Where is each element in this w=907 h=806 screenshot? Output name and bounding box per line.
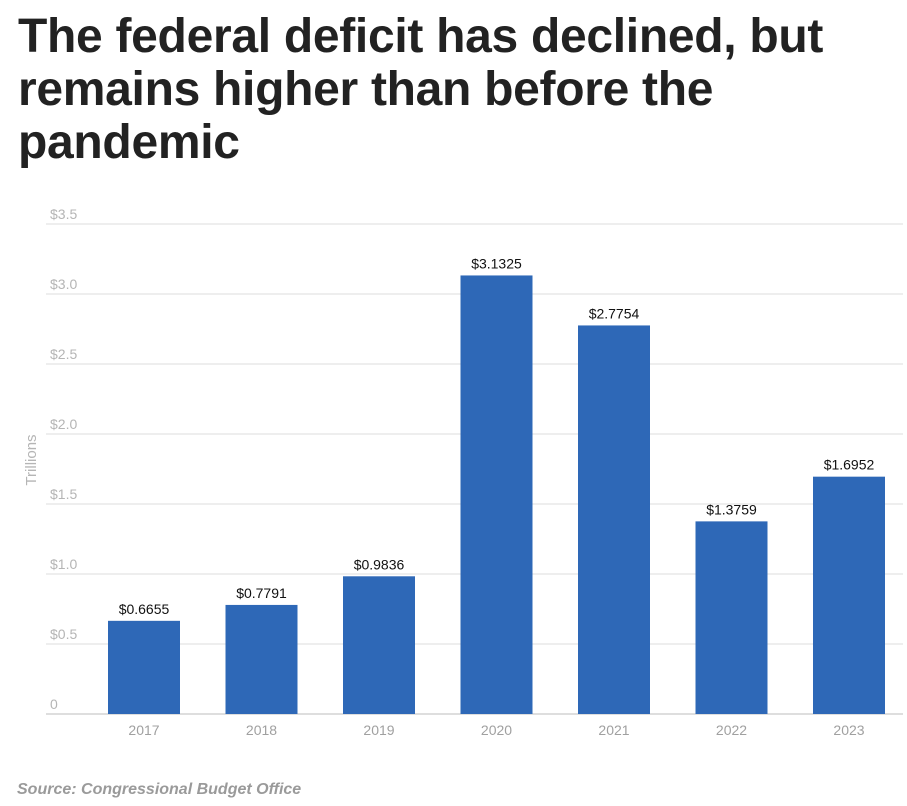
y-tick-label: $0.5 xyxy=(50,626,77,642)
bar-2023 xyxy=(813,476,885,714)
x-tick-label: 2022 xyxy=(716,722,747,738)
y-tick-label: $3.5 xyxy=(50,206,77,222)
x-tick-label: 2019 xyxy=(363,722,394,738)
data-label-2022: $1.3759 xyxy=(706,501,757,517)
x-tick-label: 2021 xyxy=(598,722,629,738)
y-tick-label: 0 xyxy=(50,696,58,712)
data-label-2017: $0.6655 xyxy=(119,601,170,617)
data-label-2021: $2.7754 xyxy=(589,305,640,321)
chart-title: The federal deficit has declined, but re… xyxy=(18,10,824,169)
x-tick-label: 2017 xyxy=(128,722,159,738)
bar-2019 xyxy=(343,576,415,714)
source-note: Source: Congressional Budget Office xyxy=(17,781,302,798)
x-axis-ticks: 2017 2018 2019 2020 2021 2022 2023 xyxy=(128,722,864,738)
x-tick-label: 2020 xyxy=(481,722,512,738)
x-tick-label: 2018 xyxy=(246,722,277,738)
bar-2022 xyxy=(695,521,768,714)
x-tick-label: 2023 xyxy=(833,722,864,738)
y-axis-ticks: 0 $0.5 $1.0 $1.5 $2.0 $2.5 $3.0 $3.5 xyxy=(50,206,77,712)
data-label-2020: $3.1325 xyxy=(471,255,522,271)
y-tick-label: $3.0 xyxy=(50,276,77,292)
y-tick-label: $2.0 xyxy=(50,416,77,432)
data-labels: $0.6655 $0.7791 $0.9836 $3.1325 $2.7754 $1.37… xyxy=(119,255,875,616)
data-label-2019: $0.9836 xyxy=(354,556,405,572)
data-label-2023: $1.6952 xyxy=(824,457,875,473)
y-axis-label: Trillions xyxy=(23,434,40,485)
y-tick-label: $1.5 xyxy=(50,486,77,502)
bars xyxy=(108,275,885,714)
y-tick-label: $1.0 xyxy=(50,556,77,572)
bar-2017 xyxy=(108,620,180,714)
bar-2018 xyxy=(225,604,298,714)
data-label-2018: $0.7791 xyxy=(236,585,287,601)
bar-2021 xyxy=(578,325,650,714)
y-tick-label: $2.5 xyxy=(50,346,77,362)
bar-2020 xyxy=(460,275,533,714)
